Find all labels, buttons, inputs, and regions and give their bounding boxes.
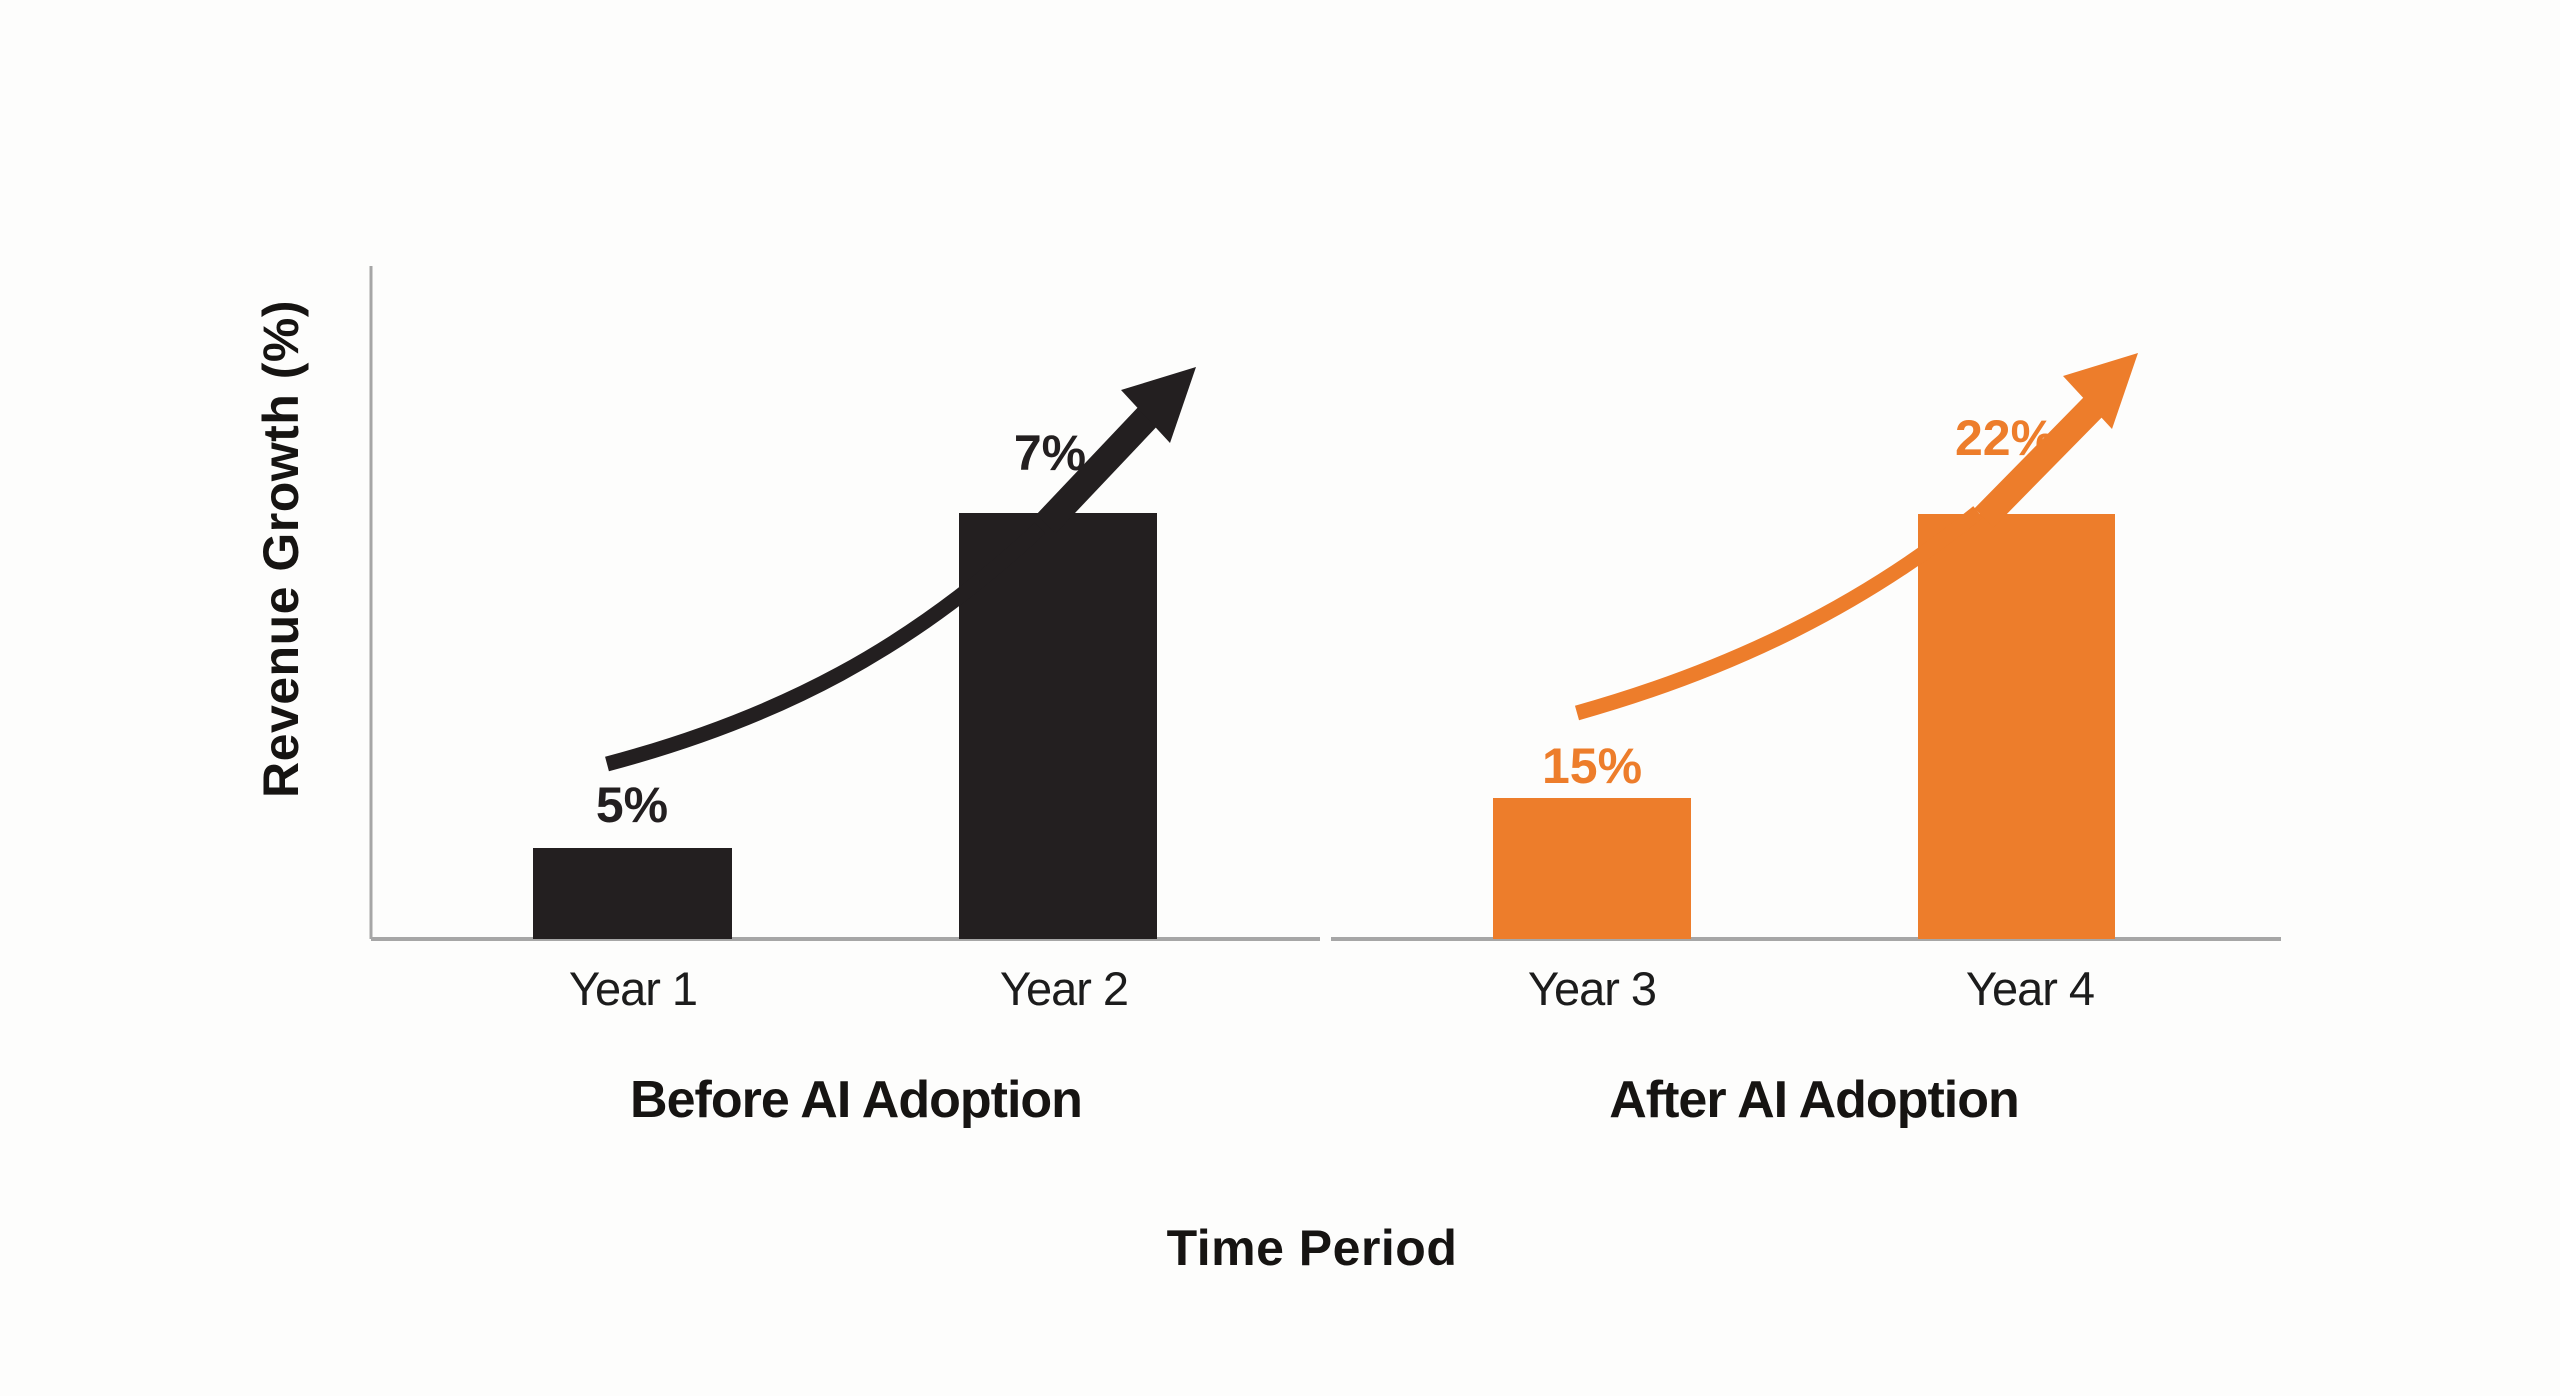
category-label-year-2: Year 2 [1000, 962, 1128, 1015]
value-label-year-2: 7% [1014, 425, 1086, 481]
x-axis-title: Time Period [1167, 1220, 1458, 1276]
after-trend-curve [1574, 506, 1983, 721]
after-trend-arrow-shaft [1974, 394, 2106, 528]
value-label-year-3: 15% [1542, 738, 1642, 794]
value-label-year-1: 5% [596, 777, 668, 833]
before-trend-arrow-shaft [1036, 402, 1162, 534]
bar-year-4 [1918, 514, 2115, 939]
bar-year-2 [959, 513, 1157, 939]
before-arrowhead-icon [1121, 367, 1196, 443]
bar-year-3 [1493, 798, 1691, 939]
group-label-before: Before AI Adoption [630, 1071, 1082, 1129]
group-label-after: After AI Adoption [1609, 1071, 2019, 1129]
category-label-year-1: Year 1 [569, 962, 697, 1015]
bar-year-1 [533, 848, 732, 939]
y-axis-title: Revenue Growth (%) [253, 300, 309, 798]
category-label-year-4: Year 4 [1966, 962, 2094, 1015]
category-label-year-3: Year 3 [1528, 962, 1656, 1015]
before-trend-curve [605, 522, 1046, 772]
after-arrowhead-icon [2063, 353, 2138, 429]
